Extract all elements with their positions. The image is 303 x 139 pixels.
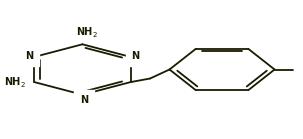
Text: 2: 2 xyxy=(93,32,97,38)
Text: N: N xyxy=(80,95,88,105)
Text: 2: 2 xyxy=(21,82,25,88)
Text: NH: NH xyxy=(4,77,20,87)
Text: N: N xyxy=(25,51,33,61)
Text: NH: NH xyxy=(76,27,92,37)
Text: N: N xyxy=(132,51,140,61)
